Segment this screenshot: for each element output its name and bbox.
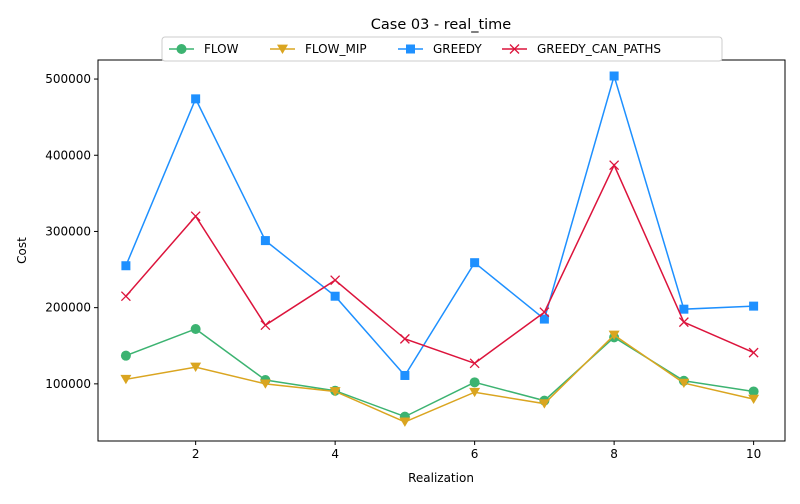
data-point — [330, 275, 341, 286]
x-tick-label: 2 — [192, 447, 200, 461]
legend-item: GREEDY_CAN_PATHS — [502, 42, 661, 56]
data-point — [330, 291, 340, 301]
data-point — [609, 71, 619, 81]
legend-label: FLOW_MIP — [305, 42, 367, 56]
legend-label: GREEDY_CAN_PATHS — [537, 42, 661, 56]
data-point — [191, 94, 201, 104]
chart-title: Case 03 - real_time — [371, 17, 512, 33]
series-flow-mip — [120, 330, 760, 427]
x-tick-label: 8 — [610, 447, 618, 461]
series-line — [125, 163, 754, 365]
data-point — [329, 387, 341, 397]
data-point — [749, 301, 759, 311]
series-line — [125, 334, 754, 423]
data-point — [121, 261, 131, 271]
data-point — [190, 323, 201, 334]
x-tick-label: 6 — [471, 447, 479, 461]
data-point — [260, 236, 270, 246]
series-layer — [120, 71, 760, 427]
x-axis: 2 4 6 8 10 — [192, 441, 761, 461]
legend-item: FLOW_MIP — [270, 42, 367, 56]
data-point — [469, 358, 480, 369]
data-point — [539, 307, 550, 318]
data-point — [469, 377, 480, 388]
legend-marker — [509, 44, 520, 54]
legend-marker — [406, 44, 415, 54]
data-point — [190, 362, 202, 373]
data-point — [748, 394, 760, 405]
y-tick-label: 100000 — [45, 377, 91, 391]
legend-item: FLOW — [169, 42, 239, 56]
y-tick-label: 200000 — [45, 301, 91, 315]
data-point — [259, 379, 271, 389]
legend-label: GREEDY — [433, 42, 482, 56]
legend: FLOW FLOW_MIP GREEDY GREEDY_CAN_PATHS — [161, 36, 723, 62]
legend-marker — [176, 44, 187, 54]
y-tick-label: 500000 — [45, 72, 91, 86]
legend-frame — [161, 36, 723, 62]
data-point — [748, 386, 759, 397]
data-point — [748, 347, 759, 358]
legend-item: GREEDY — [398, 42, 482, 56]
data-point — [470, 258, 480, 268]
data-point — [120, 350, 131, 361]
data-point — [678, 317, 689, 328]
data-point — [539, 314, 549, 324]
data-point — [399, 417, 411, 427]
data-point — [260, 320, 271, 331]
data-point — [120, 291, 131, 302]
data-point — [469, 387, 481, 398]
data-point — [400, 370, 410, 380]
data-point — [399, 333, 410, 344]
data-point — [609, 160, 620, 171]
y-axis-label: Cost — [15, 237, 29, 264]
y-axis: 100000 200000 300000 400000 500000 — [45, 72, 98, 391]
x-tick-label: 4 — [331, 447, 339, 461]
data-point — [678, 378, 690, 389]
series-greedy — [121, 71, 759, 380]
series-greedy-can-paths — [120, 160, 759, 369]
series-line — [125, 73, 754, 377]
x-axis-label: Realization — [408, 471, 474, 485]
data-point — [538, 399, 550, 409]
x-tick-label: 10 — [746, 447, 761, 461]
y-tick-label: 300000 — [45, 224, 91, 238]
data-point — [679, 304, 689, 314]
y-tick-label: 400000 — [45, 148, 91, 162]
data-point — [190, 211, 201, 222]
data-point — [608, 330, 620, 341]
legend-marker — [277, 44, 288, 54]
legend-label: FLOW — [204, 42, 239, 56]
data-point — [120, 374, 132, 385]
